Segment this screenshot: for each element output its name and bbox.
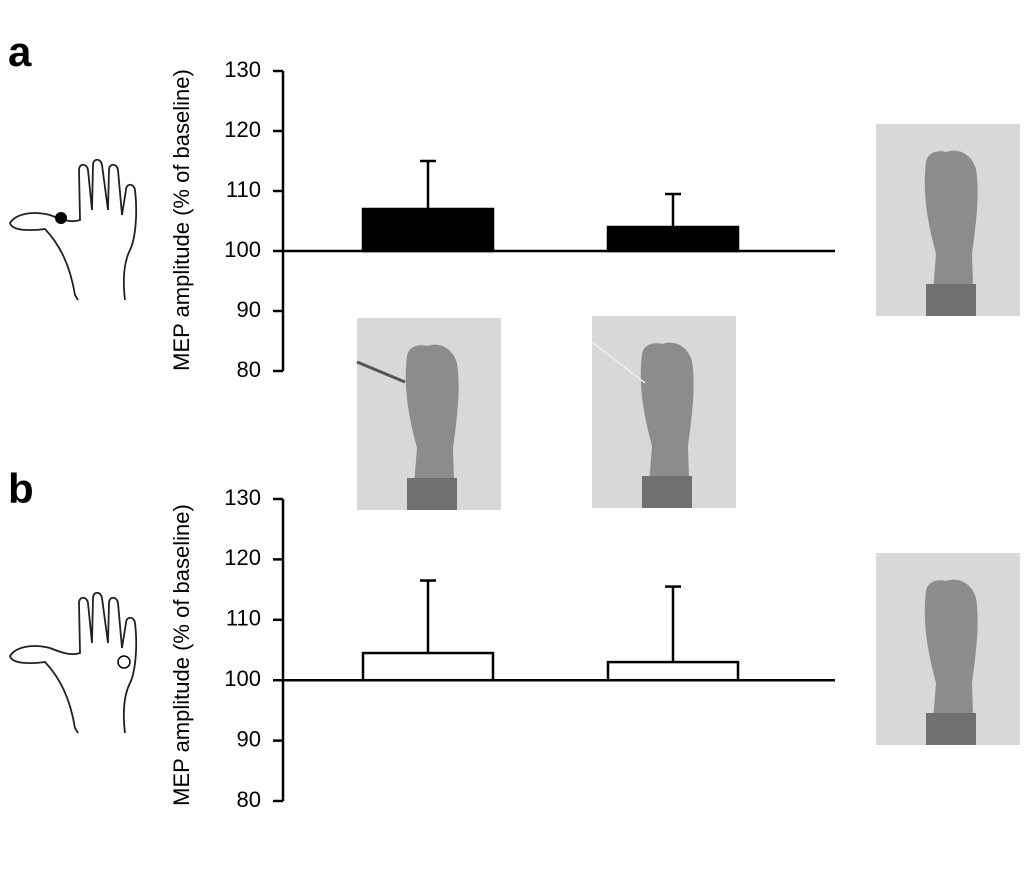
- y-tick-label: 110: [226, 606, 261, 631]
- foot-photo: [876, 124, 1020, 316]
- y-tick-label: 120: [224, 545, 261, 570]
- site-dot: [55, 212, 67, 224]
- panel-label: a: [8, 28, 32, 75]
- y-tick-label: 90: [237, 297, 261, 322]
- hand-drawing: [9, 591, 138, 734]
- y-tick-label: 80: [237, 787, 261, 812]
- y-axis-label: MEP amplitude (% of baseline): [169, 69, 194, 371]
- y-tick-label: 100: [224, 666, 261, 691]
- foot-photo: [876, 553, 1020, 745]
- hand-drawing: [9, 158, 138, 301]
- bar: [361, 651, 495, 682]
- bar: [606, 225, 740, 253]
- y-tick-label: 130: [224, 485, 261, 510]
- y-tick-label: 100: [224, 237, 261, 262]
- y-tick-label: 80: [237, 357, 261, 382]
- foot-photo: [357, 318, 501, 510]
- panel-label: b: [8, 465, 34, 512]
- y-tick-label: 90: [237, 726, 261, 751]
- foot-photo: [592, 316, 736, 508]
- y-axis-label: MEP amplitude (% of baseline): [169, 504, 194, 806]
- needle: [591, 341, 646, 384]
- bar: [606, 660, 740, 682]
- bar: [361, 207, 495, 253]
- y-tick-label: 120: [224, 117, 261, 142]
- site-dot: [117, 655, 131, 669]
- y-tick-label: 130: [224, 57, 261, 82]
- needle: [356, 360, 406, 384]
- y-tick-label: 110: [226, 177, 261, 202]
